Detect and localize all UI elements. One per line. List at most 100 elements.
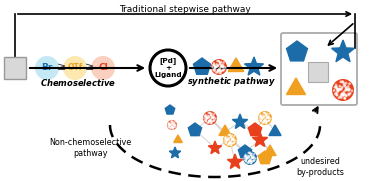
- Circle shape: [248, 152, 249, 153]
- Circle shape: [212, 117, 213, 118]
- Circle shape: [209, 120, 210, 121]
- Circle shape: [220, 70, 221, 71]
- Circle shape: [211, 116, 212, 117]
- Circle shape: [228, 134, 229, 135]
- Polygon shape: [188, 123, 201, 136]
- Circle shape: [339, 89, 340, 90]
- Circle shape: [349, 89, 350, 90]
- Circle shape: [221, 65, 222, 66]
- Circle shape: [268, 118, 269, 119]
- Circle shape: [345, 87, 347, 88]
- Circle shape: [231, 136, 232, 137]
- Circle shape: [207, 117, 208, 118]
- Circle shape: [229, 138, 230, 139]
- Circle shape: [250, 160, 251, 161]
- Circle shape: [341, 93, 343, 95]
- Circle shape: [206, 118, 207, 119]
- Circle shape: [261, 120, 262, 121]
- Circle shape: [172, 122, 173, 123]
- Circle shape: [254, 153, 255, 155]
- Circle shape: [344, 98, 345, 99]
- FancyBboxPatch shape: [281, 33, 357, 105]
- Polygon shape: [219, 125, 231, 136]
- Circle shape: [265, 120, 266, 121]
- Circle shape: [347, 89, 348, 90]
- Circle shape: [230, 142, 231, 144]
- Circle shape: [226, 140, 227, 141]
- Circle shape: [250, 155, 251, 156]
- Circle shape: [172, 127, 173, 128]
- Circle shape: [264, 120, 265, 121]
- Circle shape: [267, 117, 268, 118]
- Circle shape: [339, 85, 341, 87]
- Circle shape: [336, 94, 338, 96]
- Circle shape: [220, 73, 221, 74]
- Circle shape: [215, 66, 217, 68]
- Polygon shape: [258, 151, 272, 164]
- Circle shape: [338, 97, 340, 98]
- Circle shape: [263, 121, 264, 123]
- Circle shape: [221, 71, 222, 72]
- Circle shape: [340, 89, 341, 90]
- Circle shape: [214, 69, 215, 70]
- Circle shape: [175, 126, 176, 127]
- Circle shape: [245, 159, 246, 160]
- Circle shape: [253, 155, 254, 156]
- Circle shape: [225, 67, 226, 68]
- Circle shape: [218, 61, 220, 62]
- Circle shape: [341, 94, 343, 96]
- Circle shape: [219, 68, 220, 69]
- Circle shape: [251, 156, 253, 157]
- Circle shape: [167, 125, 168, 126]
- Circle shape: [225, 142, 226, 143]
- Circle shape: [221, 61, 222, 63]
- Circle shape: [223, 70, 224, 71]
- Circle shape: [228, 144, 229, 145]
- Circle shape: [226, 140, 227, 141]
- Circle shape: [169, 125, 170, 126]
- Circle shape: [211, 118, 212, 119]
- Circle shape: [344, 98, 345, 99]
- Circle shape: [335, 93, 336, 95]
- Circle shape: [211, 120, 212, 121]
- Circle shape: [219, 70, 220, 71]
- Text: ≥: ≥: [85, 62, 94, 72]
- FancyBboxPatch shape: [4, 57, 26, 79]
- Circle shape: [338, 89, 339, 91]
- Polygon shape: [228, 154, 243, 169]
- Circle shape: [215, 67, 216, 68]
- Circle shape: [211, 123, 212, 124]
- Circle shape: [216, 66, 217, 67]
- Circle shape: [227, 139, 228, 140]
- Circle shape: [172, 128, 173, 129]
- Circle shape: [264, 120, 265, 121]
- Circle shape: [251, 160, 252, 161]
- Circle shape: [266, 121, 268, 122]
- Circle shape: [63, 56, 87, 80]
- Polygon shape: [194, 58, 211, 74]
- Circle shape: [230, 141, 231, 142]
- Circle shape: [337, 89, 338, 91]
- Polygon shape: [332, 40, 355, 62]
- Polygon shape: [269, 125, 281, 136]
- Circle shape: [230, 137, 231, 138]
- Circle shape: [218, 70, 219, 71]
- Circle shape: [206, 117, 207, 118]
- Circle shape: [264, 121, 265, 122]
- Circle shape: [249, 152, 251, 153]
- Circle shape: [245, 156, 246, 157]
- Circle shape: [249, 160, 250, 161]
- Circle shape: [335, 86, 337, 88]
- Circle shape: [171, 127, 172, 128]
- Circle shape: [346, 88, 347, 89]
- Circle shape: [211, 113, 212, 114]
- Circle shape: [263, 122, 265, 123]
- Circle shape: [250, 161, 251, 162]
- Circle shape: [337, 91, 339, 92]
- Circle shape: [204, 116, 205, 117]
- Circle shape: [247, 157, 248, 158]
- Circle shape: [249, 161, 250, 162]
- Circle shape: [248, 161, 249, 163]
- Circle shape: [213, 121, 214, 122]
- Circle shape: [219, 69, 220, 70]
